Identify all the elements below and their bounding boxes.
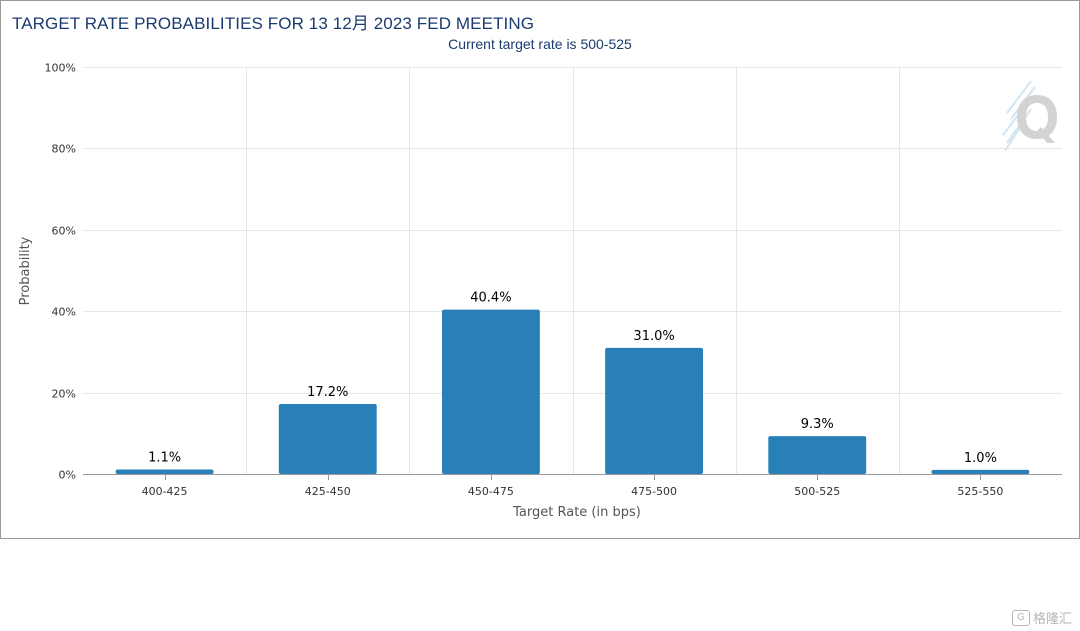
y-tick-label: 40%: [52, 306, 76, 319]
watermark-logo-icon: G: [1011, 609, 1030, 626]
axes: 0% 20% 40% 60% 80% 100% 400-425 425-450 450-475 4…: [45, 62, 1062, 498]
x-tick-label-475-500: 475-500: [631, 485, 677, 498]
watermark: G 格隆汇: [1011, 608, 1072, 627]
x-tick-label-500-525: 500-525: [794, 485, 840, 498]
bar-475-500: [605, 347, 704, 474]
data-label-450-475: 40.4%: [470, 291, 511, 306]
y-tick-label: 100%: [45, 62, 76, 75]
x-tick-label-450-475: 450-475: [468, 485, 514, 498]
y-tick-label: 0%: [59, 469, 76, 482]
data-label-500-525: 9.3%: [801, 417, 834, 432]
chart-title: TARGET RATE PROBABILITIES FOR 13 12月 202…: [12, 14, 535, 33]
y-tick-label: 80%: [52, 143, 76, 156]
bar-450-475: [441, 309, 540, 474]
bar-500-525: [768, 436, 867, 474]
bar-chart: 1.1% 17.2% 40.4% 31.0% 9.3% 1.0% 0% 20% 40% 60% 8…: [18, 62, 1062, 520]
x-tick-label-525-550: 525-550: [957, 485, 1003, 498]
x-axis-title: Target Rate (in bps): [512, 505, 641, 520]
x-tick-label-400-425: 400-425: [142, 485, 188, 498]
bars: [115, 309, 1030, 474]
x-tick-label-425-450: 425-450: [305, 485, 351, 498]
data-label-425-450: 17.2%: [307, 385, 348, 400]
y-tick-label: 60%: [52, 225, 76, 238]
data-label-400-425: 1.1%: [148, 451, 181, 466]
grid-lines: [83, 67, 1062, 474]
y-tick-label: 20%: [52, 388, 76, 401]
chart-subtitle: Current target rate is 500-525: [448, 36, 632, 52]
chart-frame: TARGET RATE PROBABILITIES FOR 13 12月 202…: [0, 0, 1080, 539]
bar-525-550: [931, 469, 1030, 474]
data-labels: 1.1% 17.2% 40.4% 31.0% 9.3% 1.0%: [148, 291, 997, 466]
quantitative-logo-icon: [1002, 80, 1057, 152]
y-axis-title: Probability: [18, 236, 33, 305]
watermark-text: 格隆汇: [1032, 611, 1072, 626]
data-label-525-550: 1.0%: [964, 451, 997, 466]
bar-425-450: [278, 403, 377, 474]
bar-400-425: [115, 469, 214, 474]
data-label-475-500: 31.0%: [633, 329, 674, 344]
